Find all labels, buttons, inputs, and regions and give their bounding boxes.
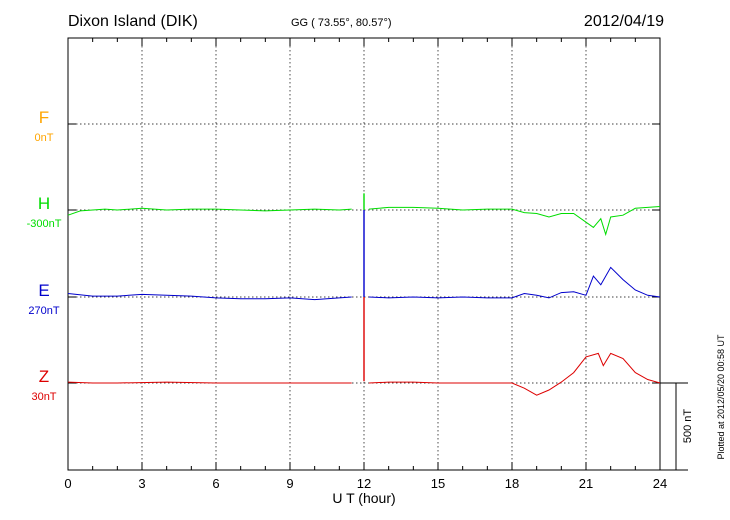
x-tick-label: 24 <box>653 476 667 491</box>
axis-ticks <box>67 38 661 470</box>
component-label-f: F <box>39 108 49 127</box>
x-tick-label: 18 <box>505 476 519 491</box>
baseline-value-e: 270nT <box>28 305 59 317</box>
x-tick-labels: 0 3 6 9 12 15 18 21 24 <box>64 476 667 491</box>
x-tick-label: 9 <box>286 476 293 491</box>
baseline-value-h: -300nT <box>27 218 62 230</box>
x-tick-label: 6 <box>212 476 219 491</box>
series-traces <box>67 193 661 396</box>
x-tick-label: 12 <box>357 476 371 491</box>
chart-title: Dixon Island (DIK) <box>68 13 198 30</box>
station-coordinates: GG ( 73.55°, 80.57°) <box>291 17 392 29</box>
component-labels: F 0nT H -300nT E 270nT Z 30nT <box>27 108 62 403</box>
baseline-value-z: 30nT <box>31 391 56 403</box>
component-label-h: H <box>38 194 50 213</box>
x-tick-label: 15 <box>431 476 445 491</box>
x-tick-label: 0 <box>64 476 71 491</box>
x-tick-label: 3 <box>138 476 145 491</box>
x-tick-label: 21 <box>579 476 593 491</box>
baseline-value-f: 0nT <box>35 132 54 144</box>
vertical-gridlines <box>141 38 587 470</box>
scale-bar-label: 500 nT <box>682 409 694 444</box>
series-h-line <box>67 206 661 237</box>
scale-bar: 500 nT <box>660 382 694 471</box>
component-label-z: Z <box>39 367 49 386</box>
x-axis-label: U T (hour) <box>332 490 395 506</box>
series-e-line <box>67 266 661 301</box>
series-z-line <box>67 352 661 396</box>
plotted-at-note: Plotted at 2012/05/20 00:58 UT <box>716 334 726 460</box>
component-label-e: E <box>38 281 49 300</box>
chart-date: 2012/04/19 <box>584 13 664 30</box>
